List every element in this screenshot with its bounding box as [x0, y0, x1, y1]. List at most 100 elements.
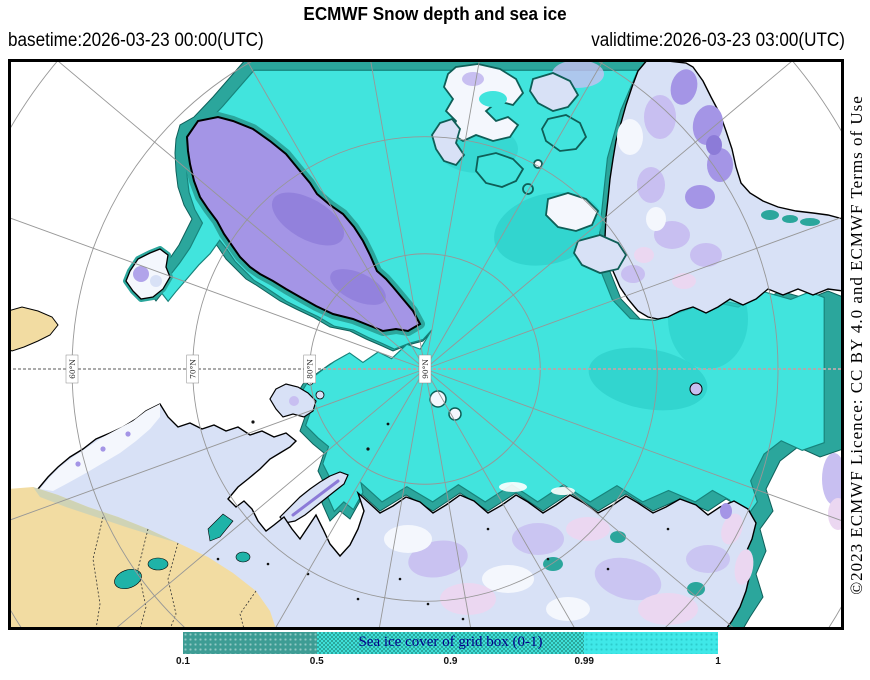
open-lead — [551, 487, 575, 495]
north-america — [604, 59, 844, 530]
thin-snow-band — [33, 487, 178, 543]
deep-snow-patch — [271, 192, 345, 246]
snow-patch — [654, 221, 690, 249]
snow-patch — [721, 513, 743, 545]
country-border — [167, 542, 179, 630]
country-border — [92, 516, 104, 630]
snow-patch — [672, 273, 696, 289]
wrangel-island — [689, 382, 703, 396]
glacier-patch — [687, 582, 705, 596]
snow-patch — [462, 72, 484, 86]
iceland — [123, 246, 173, 302]
open-lead — [499, 482, 527, 492]
legend-tick: 0.1 — [176, 656, 190, 667]
legend-tick: 0.5 — [309, 656, 324, 667]
islet — [386, 422, 390, 426]
legend-segment-0.1-0.5 — [183, 632, 317, 654]
meridian-line — [369, 59, 426, 370]
greenland — [182, 112, 425, 336]
meridian-line — [424, 368, 844, 522]
snow-patch — [828, 498, 844, 530]
deep-snow-ridge — [291, 479, 340, 517]
legend-tick-labels: 0.1 0.5 0.9 0.99 1 — [176, 656, 721, 670]
page-title: ECMWF Snow depth and sea ice — [303, 4, 567, 24]
meridian-line — [424, 368, 737, 630]
meridian-line — [8, 216, 426, 370]
copyright-notice: ©2023 ECMWF Licence: CC BY 4.0 and ECMWF… — [847, 95, 866, 595]
lake — [114, 568, 142, 590]
graticule-label-box — [418, 354, 432, 384]
glacier-patch — [543, 557, 563, 571]
snow-patch — [512, 523, 564, 555]
banks-island — [545, 192, 600, 232]
island — [541, 114, 588, 152]
arctic-map: 90°N 80°N 70°N 60°N — [8, 59, 844, 630]
meridian-line — [424, 59, 481, 370]
snow-patch — [690, 243, 722, 267]
deep-snow-patch — [75, 461, 81, 467]
snow-patch — [482, 565, 534, 593]
graticule-labels: 90°N 80°N 70°N 60°N — [65, 354, 432, 384]
snow-patch — [621, 265, 645, 283]
map-border — [8, 59, 844, 630]
map-canvas: 90°N 80°N 70°N 60°N — [8, 59, 844, 630]
island — [529, 72, 580, 112]
meridian-line — [424, 216, 844, 370]
scandinavia-snow — [40, 404, 160, 491]
snow-patch — [150, 275, 162, 287]
devon-island — [475, 152, 525, 188]
deep-snow-patch — [692, 105, 724, 145]
snow-patch — [638, 593, 698, 625]
deep-snow-patch — [685, 185, 715, 209]
severnaya-zemlya — [448, 407, 462, 421]
axel-heiberg-island — [431, 117, 466, 167]
snow-patch — [822, 453, 844, 505]
deep-snow-patch — [133, 266, 149, 282]
novaya-zemlya — [279, 471, 349, 524]
victoria-island — [573, 234, 628, 274]
legend-segment-0.5-0.99 — [316, 632, 585, 654]
glacier-patch — [610, 531, 626, 543]
graticule-label: 80°N — [306, 359, 315, 379]
meridian-line — [424, 59, 605, 370]
deep-snow-patch — [670, 69, 698, 105]
small-island — [315, 390, 325, 400]
deep-snow-patch — [706, 135, 722, 155]
snow-patch — [546, 597, 590, 621]
ice-patch — [588, 347, 708, 411]
graticule-label: 90°N — [421, 359, 430, 379]
meridian-line — [54, 59, 426, 370]
graticule-label: 70°N — [189, 359, 198, 379]
deep-snow-patch — [707, 148, 733, 182]
snow-patch — [734, 549, 754, 585]
canadian-archipelago — [431, 63, 628, 274]
deep-snow-patch — [100, 446, 106, 452]
meridian-line — [8, 368, 426, 522]
meridian-line — [424, 368, 472, 630]
graticule — [8, 59, 844, 630]
graticule-label-box — [65, 354, 79, 384]
snow-patch — [646, 207, 666, 231]
legend-tick: 0.9 — [443, 656, 458, 667]
snow-patch — [384, 525, 432, 553]
snow-patch — [617, 119, 643, 155]
deep-snow-patch — [330, 269, 386, 305]
legend-title: Sea ice cover of grid box (0-1) — [358, 634, 543, 650]
deep-snow-patch — [720, 503, 732, 519]
glacier-patch — [782, 215, 798, 223]
snow-patch — [637, 167, 665, 203]
meridian-line — [378, 368, 426, 630]
glacier-patch — [761, 210, 779, 220]
legend-tick: 1 — [715, 656, 721, 667]
ice-patch — [479, 91, 507, 107]
snow-patch — [644, 95, 676, 139]
terrain-specks — [216, 527, 670, 621]
eurasia — [8, 403, 757, 630]
meridian-line — [424, 59, 796, 370]
lake — [147, 557, 169, 571]
legend-segment-0.99-1 — [584, 632, 718, 654]
severnaya-zemlya — [429, 390, 447, 408]
glacier-patch — [800, 218, 820, 226]
meridian-line — [245, 59, 426, 370]
